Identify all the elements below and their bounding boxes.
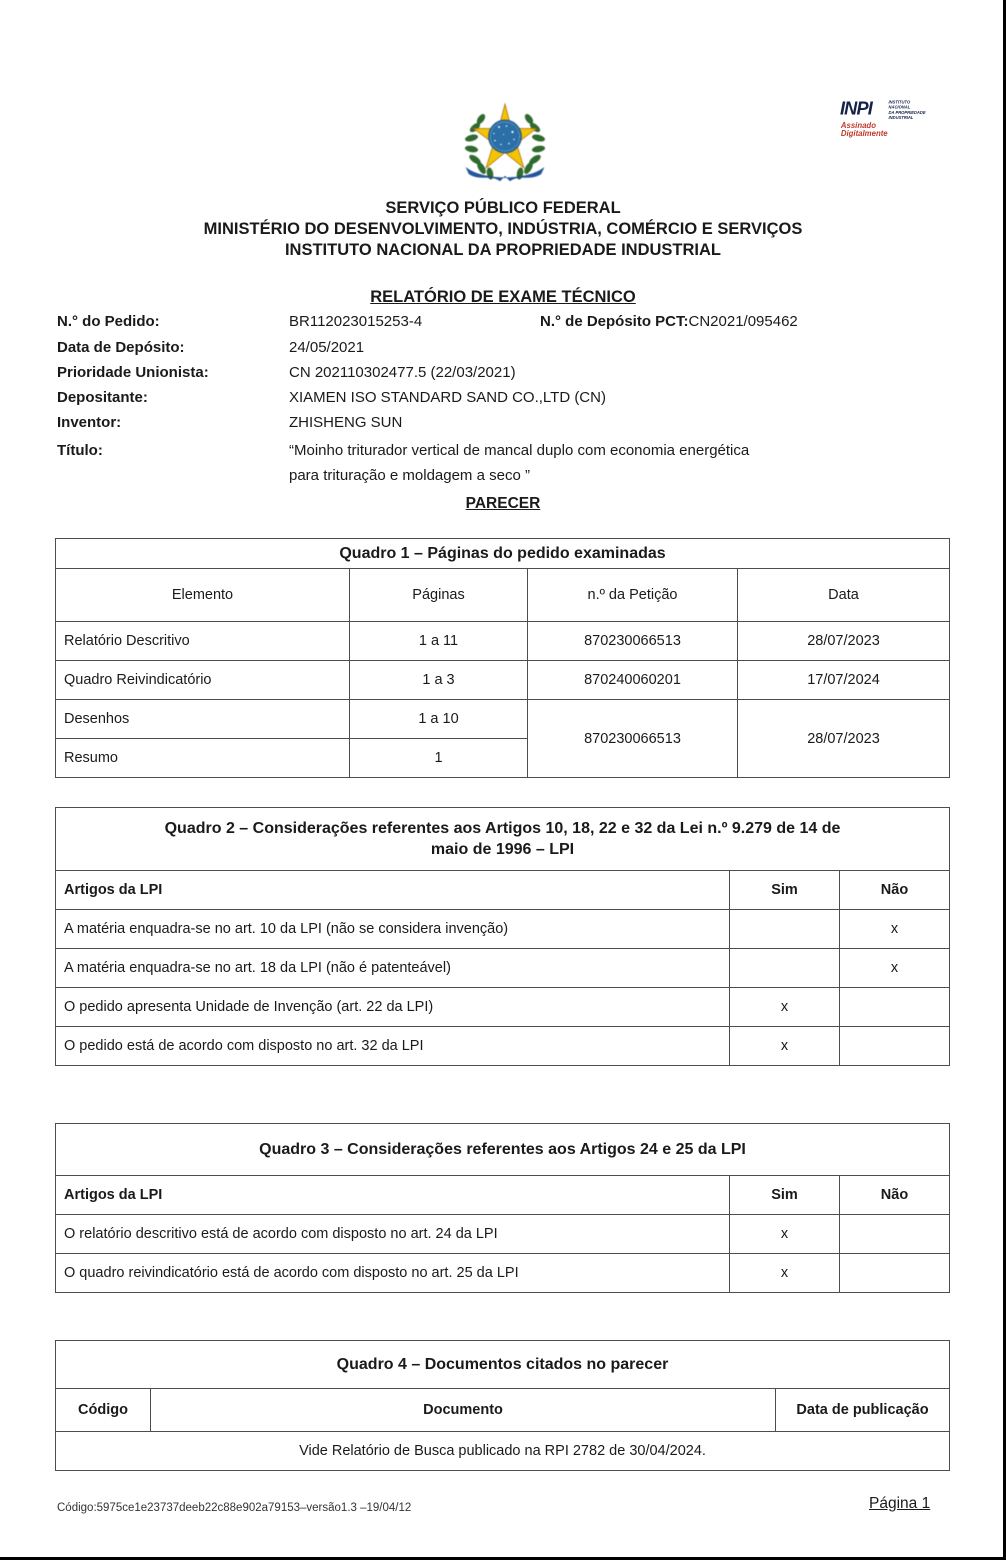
svg-text:Assinado: Assinado [840, 121, 876, 130]
svg-text:INDUSTRIAL: INDUSTRIAL [889, 115, 914, 120]
svg-text:NACIONAL: NACIONAL [889, 105, 911, 110]
svg-text:Digitalmente: Digitalmente [841, 129, 888, 138]
svg-text:INPI: INPI [840, 98, 874, 118]
svg-text:INSTITUTO: INSTITUTO [889, 100, 911, 105]
svg-text:DA PROPRIEDADE: DA PROPRIEDADE [889, 110, 926, 115]
